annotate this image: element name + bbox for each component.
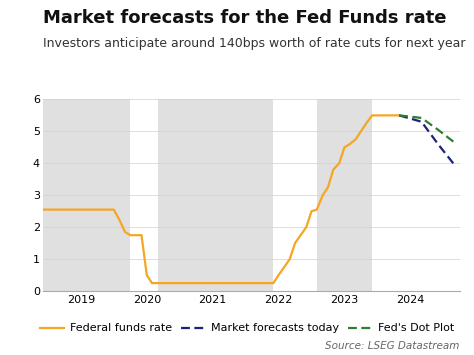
Bar — [43, 99, 130, 291]
Text: Source: LSEG Datastream: Source: LSEG Datastream — [326, 342, 460, 351]
Text: Investors anticipate around 140bps worth of rate cuts for next year: Investors anticipate around 140bps worth… — [43, 37, 465, 50]
Legend: Federal funds rate, Market forecasts today, Fed's Dot Plot: Federal funds rate, Market forecasts tod… — [40, 323, 454, 333]
Text: Market forecasts for the Fed Funds rate: Market forecasts for the Fed Funds rate — [43, 9, 446, 27]
Bar — [158, 99, 273, 291]
Bar — [317, 99, 372, 291]
